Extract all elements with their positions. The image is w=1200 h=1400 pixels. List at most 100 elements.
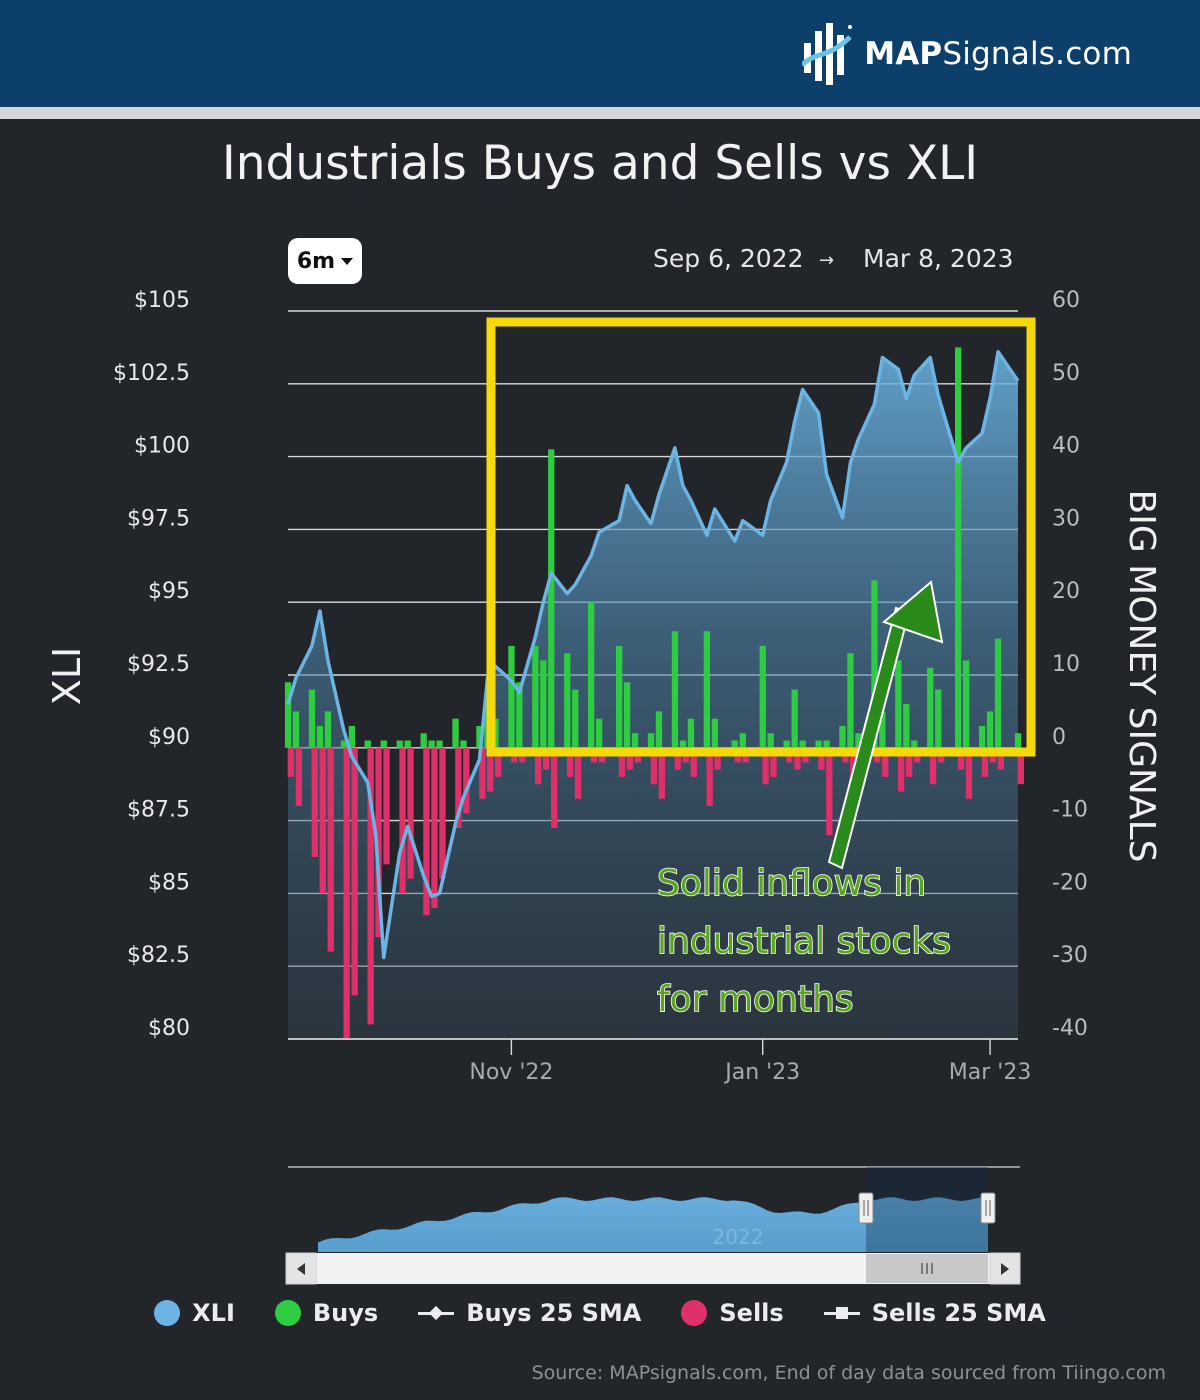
- sells-bar: [574, 747, 582, 799]
- y-right-tick-label: 0: [1052, 725, 1066, 750]
- sells-bar: [439, 747, 446, 879]
- buys-bar: [292, 711, 300, 748]
- sells-bar: [650, 747, 657, 785]
- legend-item-buys-sma[interactable]: Buys 25 SMA: [418, 1299, 641, 1327]
- line-diamond-icon: [418, 1303, 455, 1323]
- xli-line: [286, 350, 1020, 960]
- buys-bar: [879, 711, 886, 748]
- sells-bar: [351, 747, 358, 996]
- buys-bar: [436, 740, 443, 748]
- sells-bar: [407, 747, 414, 879]
- arrow-right-icon: [1001, 1263, 1009, 1275]
- sells-bar: [319, 747, 326, 894]
- buys-bar: [823, 740, 830, 748]
- sells-bar: [850, 747, 857, 785]
- navigator-handle: [858, 1192, 874, 1224]
- sells-bar: [882, 747, 889, 777]
- buys-bar: [679, 740, 687, 748]
- buys-bar: [911, 740, 918, 748]
- y-left-tick-label: $100: [134, 434, 190, 459]
- sells-bar: [906, 747, 913, 777]
- sells-bar: [463, 747, 470, 814]
- buys-bar: [986, 711, 994, 748]
- buys-bar: [815, 740, 822, 748]
- buys-bar: [476, 726, 483, 748]
- buys-bar: [687, 718, 695, 748]
- sells-bar: [566, 747, 574, 777]
- sells-bar: [375, 747, 382, 938]
- sells-bar: [706, 747, 713, 806]
- y-left-tick-label: $105: [134, 288, 190, 313]
- y-right-tick-label: -30: [1052, 943, 1088, 968]
- y-left-tick-label: $90: [148, 725, 190, 750]
- y-left-tick-label: $87.5: [127, 798, 190, 823]
- x-tick-label: Jan '23: [723, 1060, 800, 1085]
- buys-bar: [671, 631, 679, 748]
- navigator-area: [318, 1197, 988, 1252]
- y-left-tick-label: $92.5: [127, 652, 190, 677]
- buys-bar: [855, 733, 862, 748]
- buys-bar: [616, 645, 623, 748]
- sells-bar: [287, 747, 294, 777]
- range-selector-label: 6m: [296, 248, 336, 274]
- legend-item-xli[interactable]: XLI: [154, 1299, 235, 1327]
- buys-bar: [895, 660, 902, 748]
- buys-bar: [420, 733, 427, 748]
- buys-bar: [935, 689, 942, 748]
- legend-label-sells: Sells: [719, 1299, 784, 1327]
- y-right-tick-label: 30: [1052, 506, 1080, 531]
- navigator[interactable]: 2022: [285, 1166, 1021, 1285]
- buys-bar: [404, 740, 411, 748]
- y-axis-right-label: BIG MONEY SIGNALS: [1121, 490, 1162, 863]
- y-left-tick-label: $95: [148, 579, 190, 604]
- date-from[interactable]: Sep 6, 2022: [653, 244, 804, 273]
- sells-bar: [455, 747, 462, 828]
- sells-bar: [495, 747, 502, 777]
- buys-bar: [460, 740, 467, 748]
- legend-dot-sells: [681, 1300, 708, 1326]
- buys-bar: [1014, 733, 1022, 748]
- buys-bar: [324, 711, 332, 748]
- brand-logo[interactable]: MAPSignals.com: [802, 23, 1132, 85]
- sells-bar: [658, 747, 665, 799]
- y-left-tick-label: $97.5: [127, 506, 190, 531]
- sells-bar: [383, 747, 390, 865]
- buys-bar: [647, 733, 655, 748]
- brand-name: MAPSignals.com: [864, 36, 1132, 72]
- y-right-tick-label: 50: [1052, 361, 1080, 386]
- legend-dot-xli: [154, 1300, 181, 1326]
- legend-item-sells-sma[interactable]: Sells 25 SMA: [823, 1299, 1046, 1327]
- buys-bar: [839, 726, 846, 748]
- x-axis: Nov '22 Jan '23 Mar '23: [288, 1038, 1031, 1085]
- navigator-selection: [866, 1167, 988, 1252]
- buys-bar: [731, 740, 738, 748]
- xli-series-line: [286, 350, 1020, 960]
- legend-item-sells[interactable]: Sells: [681, 1299, 784, 1327]
- buys-bar: [284, 682, 292, 748]
- range-selector-button[interactable]: 6m: [288, 238, 362, 284]
- y-left-tick-label: $102.5: [113, 361, 190, 386]
- sells-bar: [327, 747, 334, 952]
- sells-bar: [818, 747, 825, 770]
- sells-bar: [535, 747, 542, 785]
- buys-bar: [955, 347, 962, 748]
- buys-bar: [927, 667, 934, 748]
- buys-bar: [759, 645, 766, 748]
- y-axis-left-label: XLI: [45, 647, 89, 705]
- buys-bar: [703, 631, 710, 748]
- caret-down-icon: [341, 257, 354, 265]
- sells-bar: [551, 747, 558, 828]
- sells-bar: [543, 747, 550, 770]
- buys-bar: [791, 689, 798, 748]
- sells-bar: [714, 747, 721, 770]
- sells-bar: [343, 747, 350, 1039]
- y-left-tick-label: $85: [148, 870, 190, 895]
- buys-bar: [979, 726, 986, 748]
- x-tick-label: Nov '22: [469, 1060, 553, 1085]
- buys-bar: [994, 638, 1002, 748]
- sells-bar: [826, 747, 833, 836]
- date-to[interactable]: Mar 8, 2023: [863, 244, 1014, 273]
- legend-item-buys[interactable]: Buys: [274, 1299, 378, 1327]
- buys-bar: [548, 449, 555, 748]
- legend: XLI Buys Buys 25 SMA Sells Sells 25 SMA: [0, 1293, 1200, 1333]
